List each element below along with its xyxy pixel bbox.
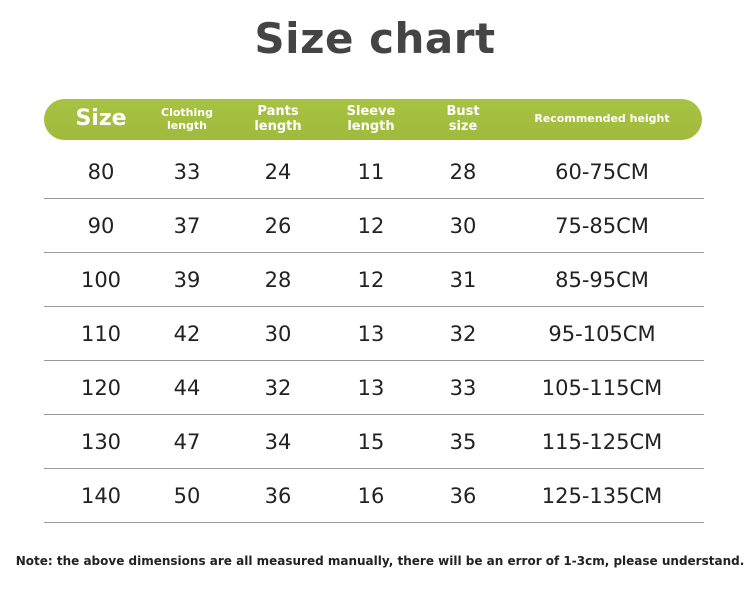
table-row: 120 44 32 13 33 105-115CM <box>44 361 704 415</box>
table-cell: 130 <box>80 429 122 454</box>
table-cell: 105-115CM <box>541 375 663 400</box>
table-cell: 39 <box>173 267 201 292</box>
column-header: Size <box>75 106 127 132</box>
table-cell: 32 <box>449 321 477 346</box>
table-cell: 26 <box>264 213 292 238</box>
table-cell: 140 <box>80 483 122 508</box>
column-header: Bust size <box>446 104 480 134</box>
table-cell: 36 <box>449 483 477 508</box>
table-cell: 13 <box>357 321 385 346</box>
table-cell: 100 <box>80 267 122 292</box>
table-cell: 37 <box>173 213 201 238</box>
table-row: 80 33 24 11 28 60-75CM <box>44 145 704 199</box>
table-cell: 75-85CM <box>555 213 649 238</box>
table-cell: 120 <box>80 375 122 400</box>
table-cell: 36 <box>264 483 292 508</box>
table-cell: 13 <box>357 375 385 400</box>
table-cell: 33 <box>449 375 477 400</box>
table-cell: 30 <box>449 213 477 238</box>
table-cell: 28 <box>449 159 477 184</box>
table-cell: 32 <box>264 375 292 400</box>
table-cell: 35 <box>449 429 477 454</box>
table-cell: 15 <box>357 429 385 454</box>
table-cell: 33 <box>173 159 201 184</box>
table-cell: 30 <box>264 321 292 346</box>
column-header: Sleeve length <box>346 104 396 134</box>
table-cell: 110 <box>80 321 122 346</box>
table-cell: 34 <box>264 429 292 454</box>
table-cell: 28 <box>264 267 292 292</box>
table-cell: 60-75CM <box>555 159 649 184</box>
table-cell: 42 <box>173 321 201 346</box>
table-cell: 31 <box>449 267 477 292</box>
column-header: Pants length <box>254 104 302 134</box>
page-title: Size chart <box>254 14 496 63</box>
table-row: 130 47 34 15 35 115-125CM <box>44 415 704 469</box>
table-header: Size Clothing length Pants length Sleeve le… <box>44 99 702 140</box>
table-row: 100 39 28 12 31 85-95CM <box>44 253 704 307</box>
table-cell: 12 <box>357 213 385 238</box>
table-cell: 16 <box>357 483 385 508</box>
table-cell: 85-95CM <box>555 267 649 292</box>
table-cell: 24 <box>264 159 292 184</box>
column-header: Recommended height <box>534 112 670 126</box>
table-cell: 115-125CM <box>541 429 663 454</box>
column-header: Clothing length <box>161 106 213 132</box>
table-cell: 50 <box>173 483 201 508</box>
table-cell: 125-135CM <box>541 483 663 508</box>
table-cell: 44 <box>173 375 201 400</box>
table-row: 110 42 30 13 32 95-105CM <box>44 307 704 361</box>
table-row: 140 50 36 16 36 125-135CM <box>44 469 704 523</box>
table-cell: 80 <box>87 159 115 184</box>
table-cell: 95-105CM <box>548 321 656 346</box>
table-row: 90 37 26 12 30 75-85CM <box>44 199 704 253</box>
table-cell: 90 <box>87 213 115 238</box>
table-cell: 47 <box>173 429 201 454</box>
size-table: 80 33 24 11 28 60-75CM 90 37 26 12 30 75-85CM 100 39 2… <box>44 145 704 523</box>
table-cell: 12 <box>357 267 385 292</box>
table-cell: 11 <box>357 159 385 184</box>
measurement-note: Note: the above dimensions are all measu… <box>15 554 745 568</box>
